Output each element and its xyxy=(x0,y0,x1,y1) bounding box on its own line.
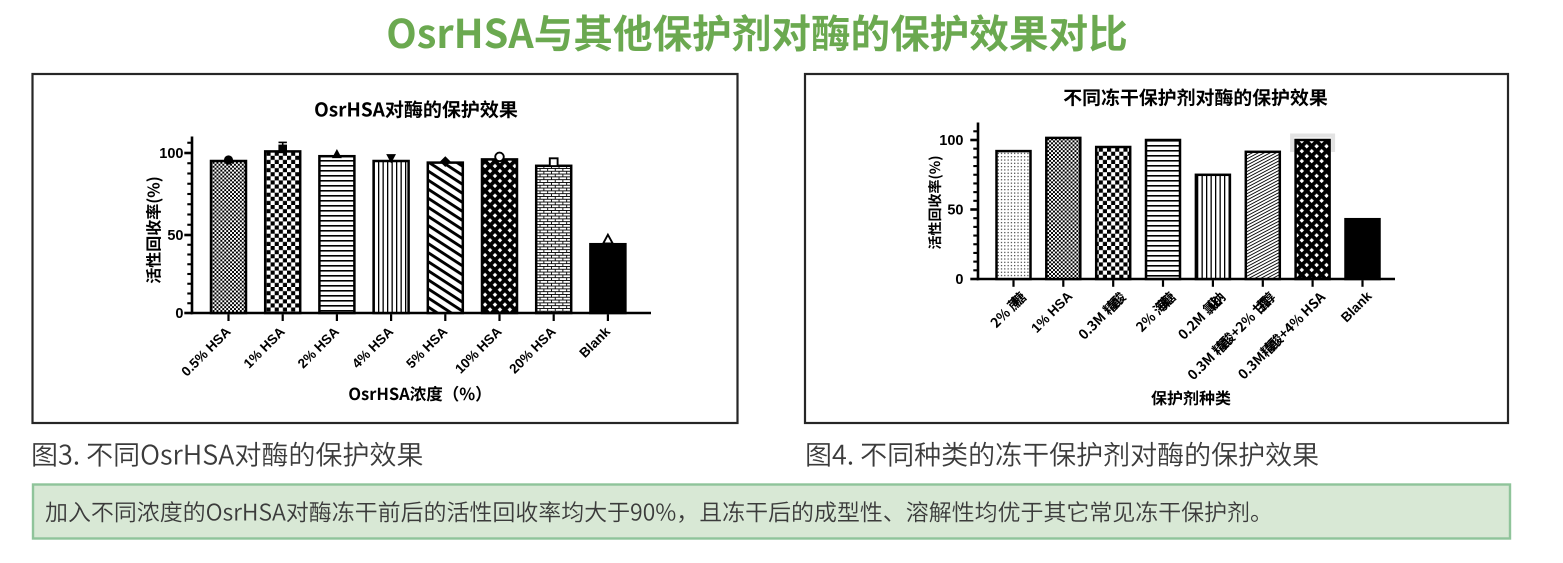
svg-text:100: 100 xyxy=(159,146,183,162)
svg-text:0: 0 xyxy=(175,306,183,322)
svg-text:0: 0 xyxy=(955,272,963,288)
svg-text:50: 50 xyxy=(947,202,963,218)
svg-text:50: 50 xyxy=(167,228,183,244)
svg-text:100: 100 xyxy=(939,133,963,149)
